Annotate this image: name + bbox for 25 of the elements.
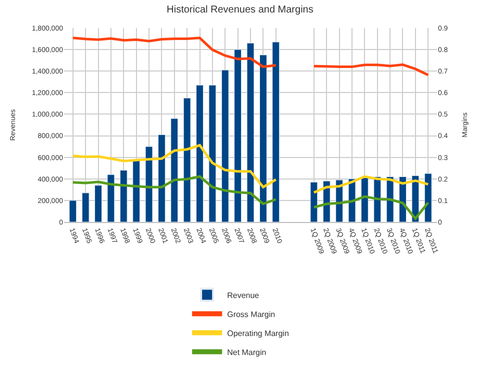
bar xyxy=(69,200,77,222)
bar xyxy=(170,118,178,222)
bar xyxy=(360,178,368,222)
bar xyxy=(221,70,229,222)
legend-label: Revenue xyxy=(227,290,260,300)
bar xyxy=(234,49,242,222)
bar xyxy=(208,84,216,222)
bar xyxy=(82,192,90,222)
bar xyxy=(259,54,267,222)
legend-label: Operating Margin xyxy=(227,328,289,338)
bar xyxy=(94,185,102,222)
bar xyxy=(120,170,128,222)
legend-label: Gross Margin xyxy=(227,310,276,319)
bar xyxy=(158,134,166,222)
bar xyxy=(196,84,204,222)
bar xyxy=(246,42,254,222)
bar xyxy=(145,146,153,222)
bar xyxy=(132,160,140,222)
bar xyxy=(107,174,115,222)
bar xyxy=(424,173,432,222)
bar xyxy=(272,42,280,222)
bar xyxy=(183,98,191,222)
bar xyxy=(310,182,318,222)
chart-title: Historical Revenues and Margins xyxy=(166,4,314,16)
legend-label: Net Margin xyxy=(227,348,266,357)
